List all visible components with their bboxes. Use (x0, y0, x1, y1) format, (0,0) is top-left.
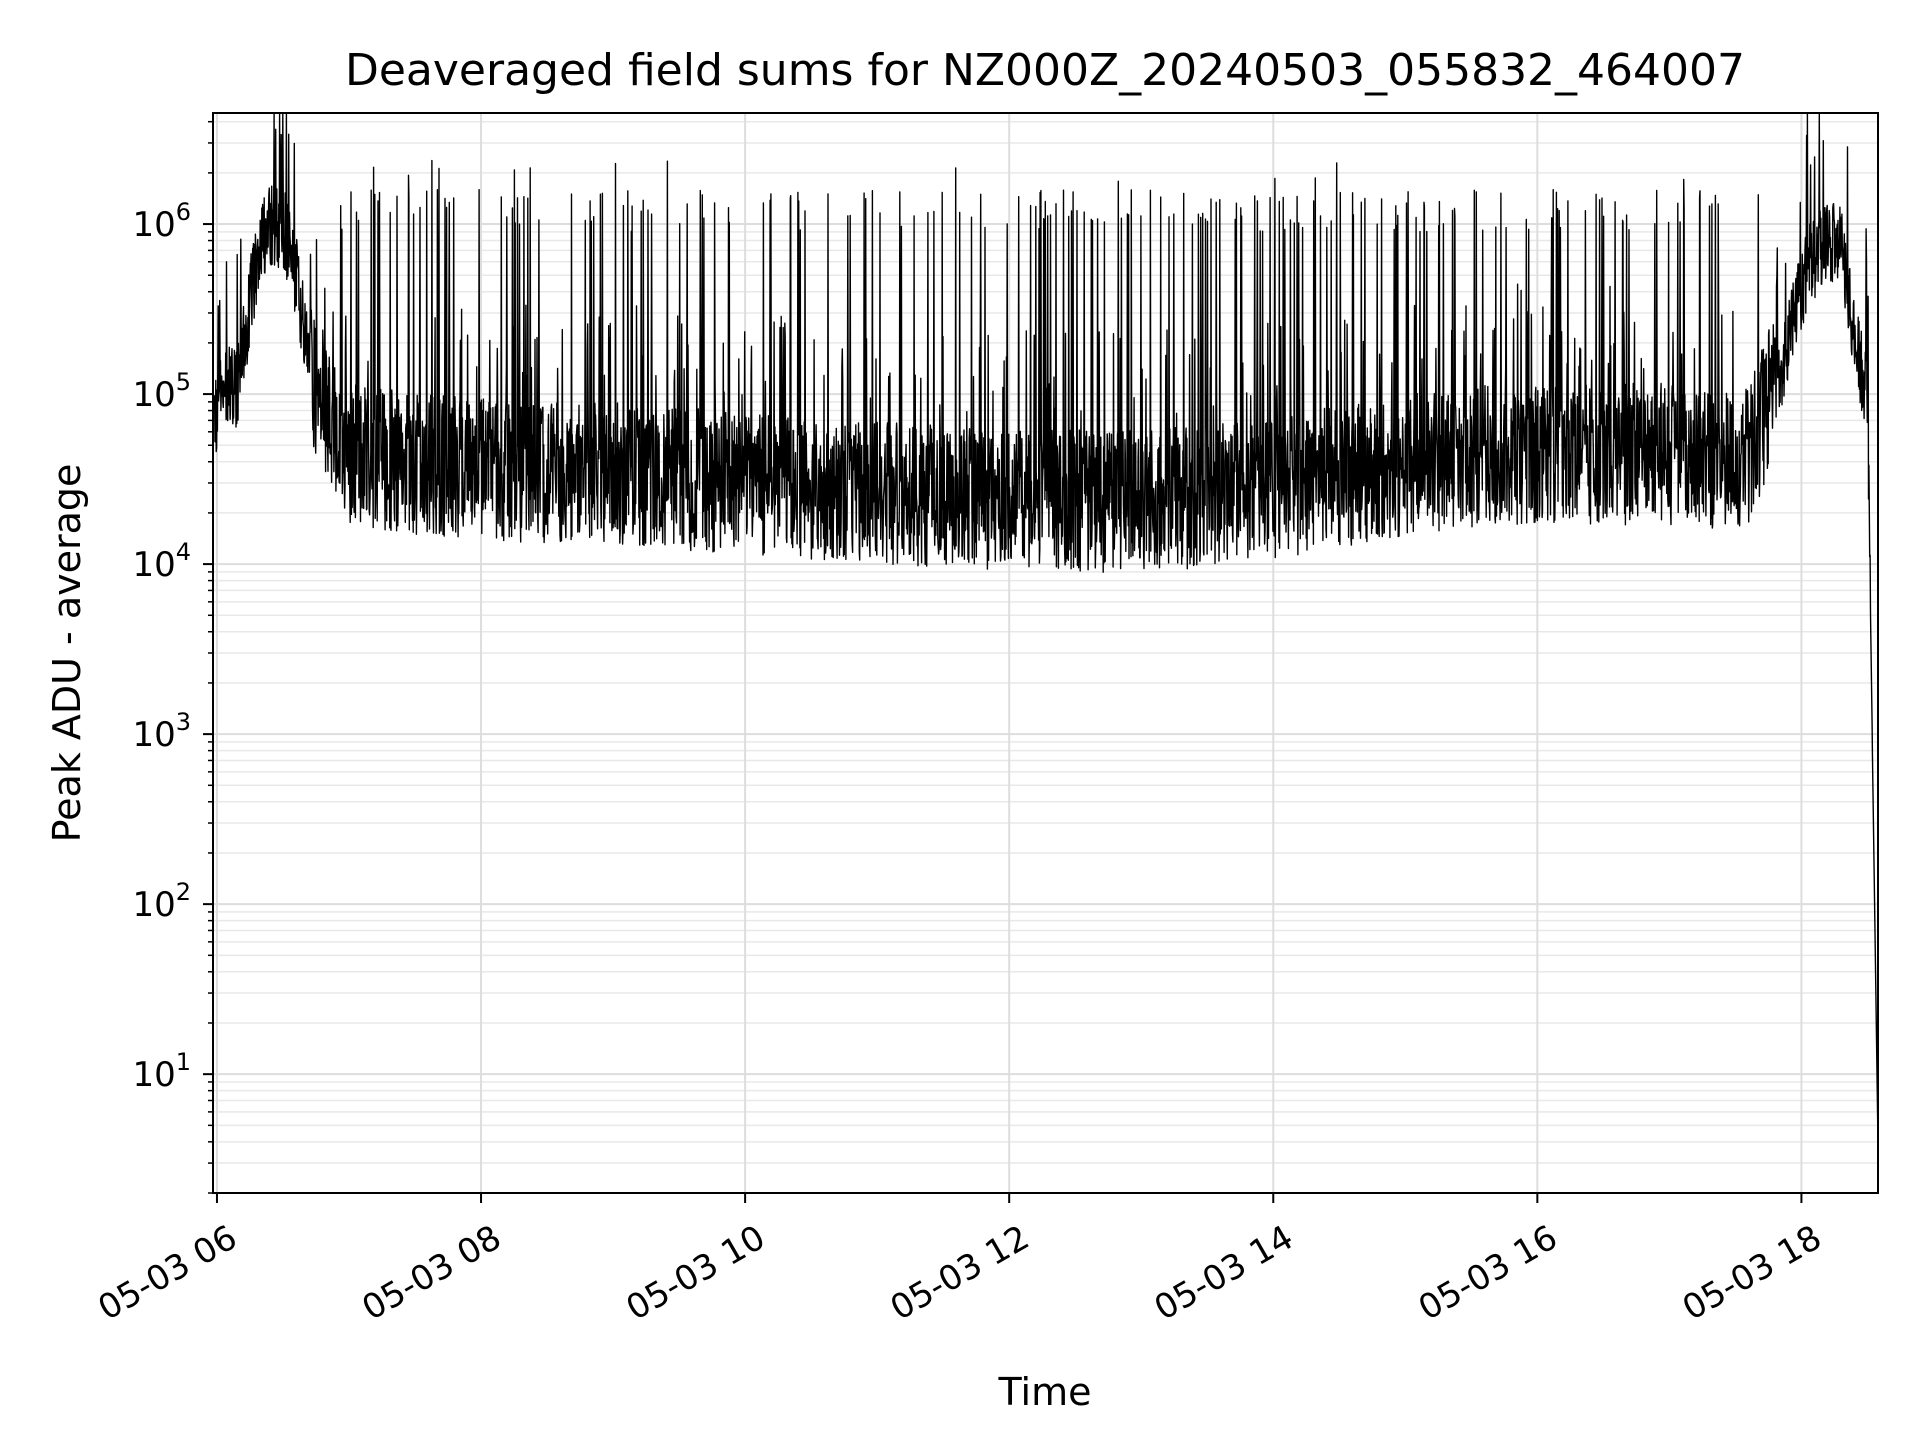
y-axis-ticks: 101 102 103 104 105 106 (132, 120, 213, 1194)
y-tick-label: 106 (132, 198, 191, 245)
y-tick-label: 103 (132, 708, 191, 755)
series-line (212, 112, 1879, 1146)
data-series (212, 112, 1879, 1146)
y-tick-label: 104 (132, 538, 191, 585)
chart-title: Deaveraged field sums for NZ000Z_2024050… (345, 45, 1745, 96)
y-tick-label: 105 (132, 368, 191, 415)
y-tick-label: 102 (132, 878, 191, 925)
y-tick-label: 101 (132, 1048, 191, 1095)
x-axis-label: Time (998, 1370, 1092, 1414)
y-axis-label: Peak ADU - average (45, 464, 89, 843)
